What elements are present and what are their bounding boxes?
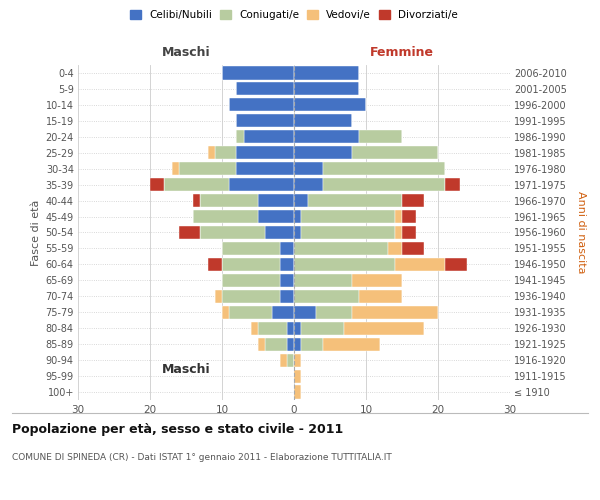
Bar bbox=[236, 114, 294, 128]
Bar bbox=[294, 290, 359, 303]
Bar bbox=[294, 274, 352, 287]
Bar bbox=[359, 290, 402, 303]
Bar bbox=[229, 178, 294, 191]
Bar bbox=[229, 98, 294, 112]
Bar bbox=[287, 322, 294, 335]
Bar bbox=[222, 306, 229, 319]
Bar bbox=[301, 322, 344, 335]
Bar bbox=[294, 98, 366, 112]
Bar bbox=[323, 178, 445, 191]
Bar bbox=[301, 226, 395, 239]
Text: COMUNE DI SPINEDA (CR) - Dati ISTAT 1° gennaio 2011 - Elaborazione TUTTITALIA.IT: COMUNE DI SPINEDA (CR) - Dati ISTAT 1° g… bbox=[12, 452, 392, 462]
Bar bbox=[344, 322, 424, 335]
Bar bbox=[294, 194, 308, 207]
Bar bbox=[244, 130, 294, 143]
Text: Maschi: Maschi bbox=[161, 363, 211, 376]
Bar bbox=[251, 322, 258, 335]
Bar bbox=[395, 226, 402, 239]
Bar bbox=[265, 338, 287, 350]
Text: Femmine: Femmine bbox=[370, 46, 434, 59]
Bar bbox=[323, 162, 445, 175]
Bar bbox=[301, 210, 395, 223]
Bar bbox=[294, 370, 301, 382]
Bar bbox=[294, 306, 316, 319]
Bar bbox=[150, 178, 164, 191]
Bar bbox=[236, 82, 294, 96]
Bar bbox=[258, 322, 287, 335]
Bar bbox=[280, 242, 294, 255]
Bar bbox=[445, 258, 467, 271]
Bar bbox=[179, 162, 236, 175]
Bar bbox=[445, 178, 460, 191]
Bar bbox=[294, 66, 359, 80]
Bar bbox=[294, 178, 323, 191]
Bar bbox=[308, 194, 402, 207]
Bar bbox=[222, 290, 280, 303]
Bar bbox=[352, 306, 438, 319]
Bar bbox=[287, 354, 294, 366]
Bar bbox=[294, 242, 388, 255]
Bar bbox=[272, 306, 294, 319]
Bar bbox=[193, 210, 258, 223]
Bar bbox=[172, 162, 179, 175]
Bar bbox=[222, 274, 280, 287]
Bar bbox=[316, 306, 352, 319]
Bar bbox=[179, 226, 200, 239]
Bar bbox=[280, 290, 294, 303]
Y-axis label: Fasce di età: Fasce di età bbox=[31, 200, 41, 266]
Bar bbox=[402, 226, 416, 239]
Bar bbox=[265, 226, 294, 239]
Bar bbox=[294, 82, 359, 96]
Bar bbox=[395, 210, 402, 223]
Bar bbox=[352, 274, 402, 287]
Y-axis label: Anni di nascita: Anni di nascita bbox=[577, 191, 586, 274]
Bar bbox=[294, 130, 359, 143]
Bar bbox=[287, 338, 294, 350]
Bar bbox=[395, 258, 445, 271]
Bar bbox=[294, 226, 301, 239]
Bar bbox=[229, 306, 272, 319]
Bar bbox=[294, 114, 352, 128]
Bar bbox=[208, 146, 215, 160]
Bar bbox=[294, 354, 301, 366]
Bar bbox=[294, 338, 301, 350]
Bar bbox=[294, 258, 395, 271]
Bar bbox=[402, 210, 416, 223]
Bar bbox=[200, 226, 265, 239]
Bar bbox=[388, 242, 402, 255]
Bar bbox=[208, 258, 222, 271]
Bar bbox=[236, 130, 244, 143]
Bar bbox=[258, 338, 265, 350]
Bar bbox=[215, 146, 236, 160]
Bar bbox=[359, 130, 402, 143]
Text: Maschi: Maschi bbox=[161, 46, 211, 59]
Legend: Celibi/Nubili, Coniugati/e, Vedovi/e, Divorziati/e: Celibi/Nubili, Coniugati/e, Vedovi/e, Di… bbox=[128, 8, 460, 22]
Bar bbox=[280, 274, 294, 287]
Bar bbox=[164, 178, 229, 191]
Bar bbox=[352, 146, 438, 160]
Bar bbox=[236, 146, 294, 160]
Bar bbox=[294, 146, 352, 160]
Bar bbox=[280, 258, 294, 271]
Text: Popolazione per età, sesso e stato civile - 2011: Popolazione per età, sesso e stato civil… bbox=[12, 422, 343, 436]
Bar bbox=[402, 194, 424, 207]
Bar bbox=[301, 338, 323, 350]
Bar bbox=[402, 242, 424, 255]
Bar bbox=[222, 66, 294, 80]
Bar bbox=[294, 386, 301, 398]
Bar bbox=[280, 354, 287, 366]
Bar bbox=[215, 290, 222, 303]
Bar bbox=[222, 242, 280, 255]
Bar bbox=[258, 194, 294, 207]
Bar bbox=[294, 210, 301, 223]
Bar bbox=[222, 258, 280, 271]
Bar bbox=[294, 322, 301, 335]
Bar bbox=[294, 162, 323, 175]
Bar bbox=[323, 338, 380, 350]
Bar bbox=[193, 194, 200, 207]
Bar bbox=[200, 194, 258, 207]
Bar bbox=[258, 210, 294, 223]
Bar bbox=[236, 162, 294, 175]
